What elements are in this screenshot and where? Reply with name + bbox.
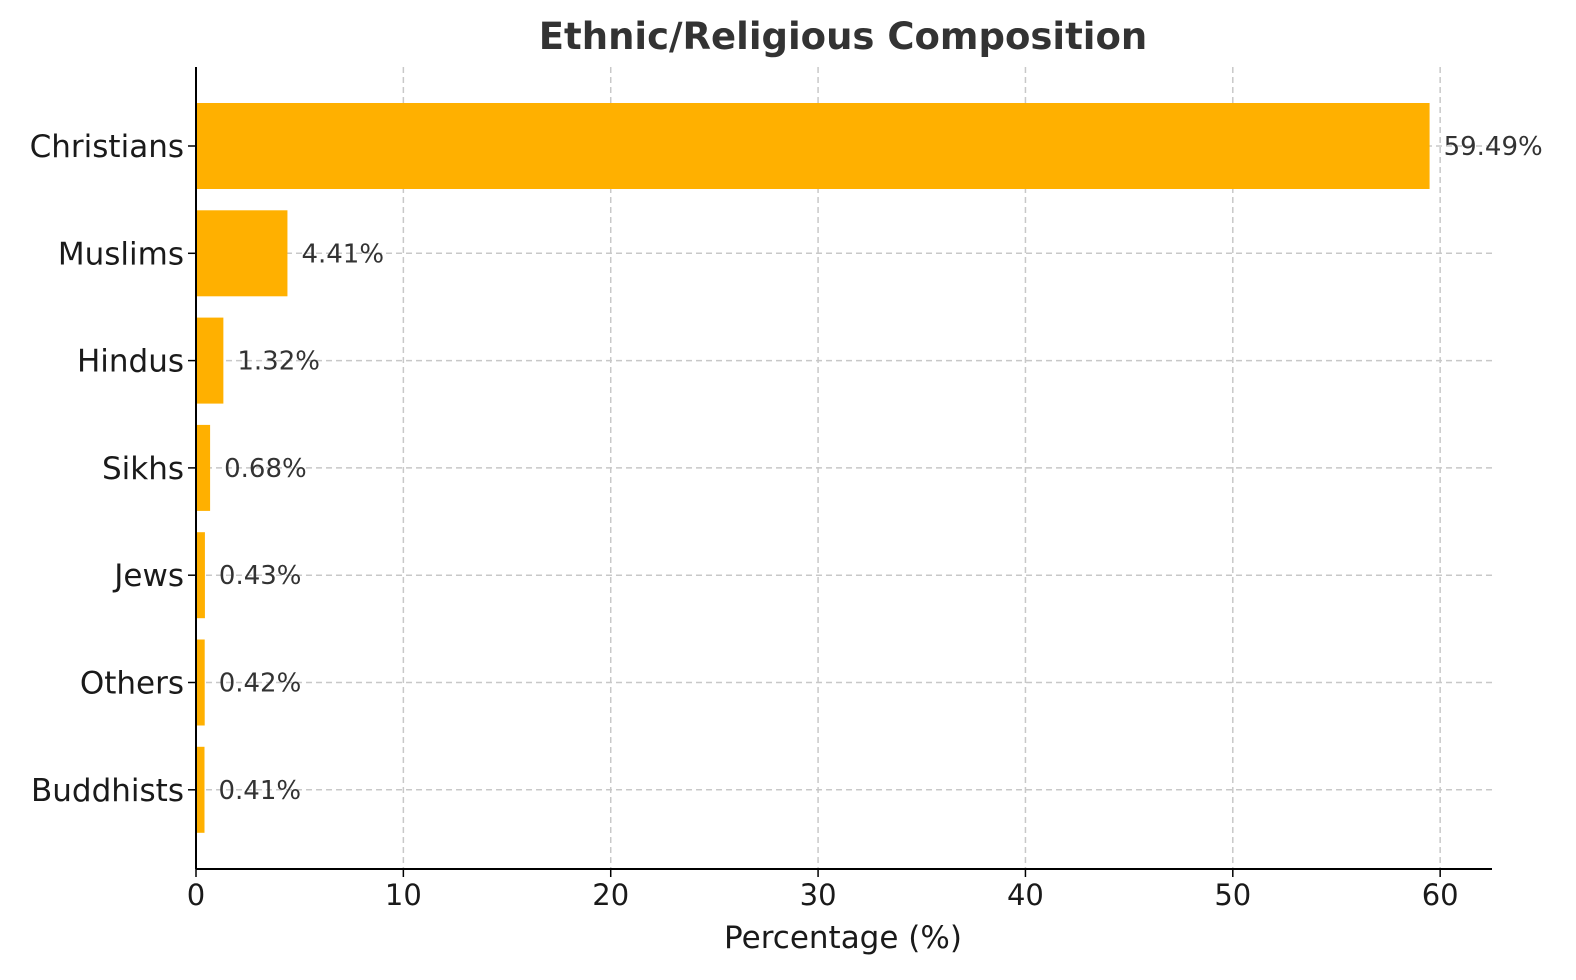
- x-tick-label: 10: [385, 878, 422, 912]
- category-label: Christians: [30, 129, 184, 165]
- x-tick-label: 60: [1422, 878, 1459, 912]
- bar-hindus: [196, 317, 224, 404]
- category-label: Hindus: [77, 344, 184, 380]
- category-label: Jews: [112, 558, 184, 594]
- chart-title: Ethnic/Religious Composition: [539, 15, 1147, 58]
- bar-sikhs: [196, 424, 211, 511]
- category-label: Sikhs: [102, 451, 184, 487]
- x-axis-label: Percentage (%): [724, 920, 962, 956]
- bar-muslims: [196, 210, 288, 297]
- data-label: 0.42%: [219, 669, 302, 699]
- labels: 0 10 20 30 40 50 60 Christians 59.49% Muslims 4.41…: [30, 129, 1543, 912]
- bar-christians: [196, 103, 1430, 189]
- data-label: 1.32%: [237, 347, 320, 377]
- category-label: Others: [80, 666, 184, 702]
- x-tick-label: 40: [1007, 878, 1044, 912]
- x-tick-label: 30: [800, 878, 837, 912]
- x-tick-label: 50: [1214, 878, 1251, 912]
- data-label: 0.68%: [224, 454, 307, 484]
- x-tick-label: 0: [187, 878, 205, 912]
- bar-buddhists: [196, 746, 205, 833]
- bars: [196, 103, 1430, 833]
- category-label: Muslims: [58, 236, 184, 272]
- data-label: 59.49%: [1444, 132, 1543, 162]
- axes: [188, 67, 1492, 877]
- bar-others: [196, 639, 205, 726]
- bar-jews: [196, 532, 205, 619]
- data-label: 4.41%: [301, 239, 384, 269]
- category-label: Buddhists: [31, 773, 184, 809]
- data-label: 0.43%: [219, 561, 302, 591]
- data-label: 0.41%: [219, 776, 302, 806]
- x-tick-label: 20: [592, 878, 629, 912]
